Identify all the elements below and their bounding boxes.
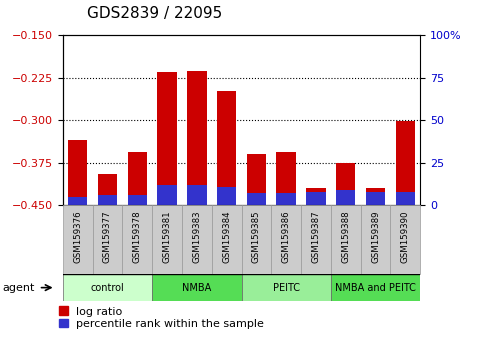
Bar (187, 185, 207, 205)
Bar (396, 192, 415, 205)
FancyBboxPatch shape (93, 205, 122, 274)
Text: GSM159377: GSM159377 (103, 211, 112, 263)
FancyBboxPatch shape (390, 205, 420, 274)
FancyBboxPatch shape (63, 205, 93, 274)
Bar (276, 152, 296, 205)
FancyBboxPatch shape (331, 205, 361, 274)
FancyBboxPatch shape (242, 205, 271, 274)
FancyBboxPatch shape (301, 205, 331, 274)
Bar (187, 71, 207, 205)
Text: PEITC: PEITC (273, 282, 299, 293)
Text: GDS2839 / 22095: GDS2839 / 22095 (87, 6, 222, 21)
Bar (306, 188, 326, 205)
Text: GSM159383: GSM159383 (192, 211, 201, 263)
Text: GSM159384: GSM159384 (222, 211, 231, 263)
Bar (336, 163, 355, 205)
Bar (336, 190, 355, 205)
Bar (306, 192, 326, 205)
Bar (128, 195, 147, 205)
Legend: log ratio, percentile rank within the sample: log ratio, percentile rank within the sa… (59, 307, 264, 329)
FancyBboxPatch shape (122, 205, 152, 274)
Text: NMBA: NMBA (182, 282, 212, 293)
FancyBboxPatch shape (212, 205, 242, 274)
Bar (366, 188, 385, 205)
FancyBboxPatch shape (331, 274, 420, 301)
Bar (98, 174, 117, 205)
Text: control: control (91, 282, 124, 293)
Bar (217, 91, 236, 205)
Bar (128, 152, 147, 205)
Text: GSM159389: GSM159389 (371, 211, 380, 263)
FancyBboxPatch shape (242, 274, 331, 301)
FancyBboxPatch shape (152, 274, 242, 301)
Bar (68, 197, 87, 205)
Text: GSM159378: GSM159378 (133, 211, 142, 263)
Bar (157, 185, 177, 205)
Bar (68, 140, 87, 205)
FancyBboxPatch shape (361, 205, 390, 274)
Text: GSM159388: GSM159388 (341, 211, 350, 263)
FancyBboxPatch shape (182, 205, 212, 274)
Text: NMBA and PEITC: NMBA and PEITC (335, 282, 416, 293)
FancyBboxPatch shape (152, 205, 182, 274)
Bar (247, 154, 266, 205)
Bar (157, 72, 177, 205)
Text: GSM159376: GSM159376 (73, 211, 82, 263)
Text: GSM159386: GSM159386 (282, 211, 291, 263)
Bar (217, 187, 236, 205)
Bar (396, 121, 415, 205)
Bar (98, 195, 117, 205)
Text: GSM159381: GSM159381 (163, 211, 171, 263)
Bar (247, 193, 266, 205)
Bar (276, 193, 296, 205)
Text: GSM159387: GSM159387 (312, 211, 320, 263)
Bar (366, 192, 385, 205)
Text: agent: agent (2, 282, 35, 293)
FancyBboxPatch shape (271, 205, 301, 274)
FancyBboxPatch shape (63, 274, 152, 301)
Text: GSM159390: GSM159390 (401, 211, 410, 263)
Text: GSM159385: GSM159385 (252, 211, 261, 263)
